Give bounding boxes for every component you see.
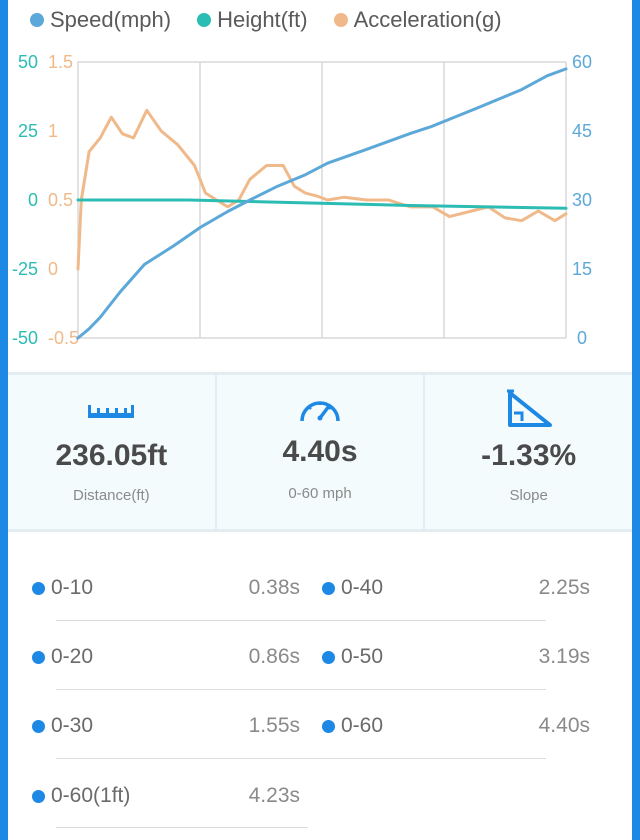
acceleration-axis-tick: 0.5 [48,190,73,210]
split-bullet-icon [32,719,45,733]
slope-label: Slope [509,487,548,504]
split-0-30: 0-30 1.55s [32,706,300,746]
split-0-10: 0-10 0.38s [32,568,300,608]
legend-height-label: Height(ft) [217,7,308,32]
divider [56,827,308,828]
chart-legend: Speed(mph) Height(ft) Acceleration(g) [30,6,528,34]
legend-acceleration[interactable]: Acceleration(g) [333,7,502,33]
split-name: 0-60 [341,714,384,737]
slope-icon [506,389,552,427]
height-axis-tick: -25 [12,259,38,279]
distance-label: Distance(ft) [72,487,150,504]
stat-distance: 236.05ft Distance(ft) [8,375,217,529]
legend-speed-dot [30,13,44,27]
zero-to-sixty-value: 4.40s [282,435,358,468]
height-axis-tick: 0 [28,190,38,210]
performance-chart: 50 25 0 -25 -50 1.5 1 0.5 0 -0.5 60 45 30 15 0 [12,52,592,348]
acceleration-axis-tick: 1.5 [48,52,73,72]
divider [56,758,546,759]
split-name: 0-60(1ft) [51,784,131,807]
split-0-40: 0-40 2.25s [322,568,590,608]
speed-axis-tick: 60 [572,52,592,72]
acceleration-axis-tick: 0 [48,259,58,279]
speed-axis-tick: 30 [572,190,592,210]
speed-axis-tick: 0 [577,328,587,348]
legend-acceleration-label: Acceleration(g) [353,7,502,32]
split-0-20: 0-20 0.86s [32,637,300,677]
divider [56,620,546,621]
split-name: 0-30 [51,714,94,737]
series-line-speed-mph [76,67,568,340]
ruler-icon [88,405,135,418]
split-bullet-icon [322,650,335,664]
stats-panel: 236.05ft Distance(ft) 4.40s 0-60 mph -1.… [8,372,632,532]
split-time: 0.86s [248,645,300,668]
split-0-60-1ft: 0-60(1ft) 4.23s [32,776,300,816]
stat-zero-to-sixty: 4.40s 0-60 mph [217,375,426,529]
series-line-acceleration-g [76,108,568,271]
split-bullet-icon [32,650,45,664]
split-time: 3.19s [538,645,590,668]
height-axis-tick: 25 [18,121,38,141]
stat-slope: -1.33% Slope [425,375,632,529]
split-time: 2.25s [538,576,590,599]
legend-height-dot [197,13,212,27]
split-bullet-icon [32,581,45,595]
height-axis-tick: -50 [12,328,38,348]
divider [56,689,546,690]
split-time: 0.38s [248,576,300,599]
zero-to-sixty-label: 0-60 mph [288,485,352,502]
speedometer-icon [300,401,340,422]
right-edge-bar [632,0,640,840]
split-0-60: 0-60 4.40s [322,706,590,746]
slope-value: -1.33% [481,439,577,472]
legend-acceleration-dot [333,13,348,27]
split-0-50: 0-50 3.19s [322,637,590,677]
split-name: 0-40 [341,576,384,599]
split-bullet-icon [32,789,45,803]
series-line-height-ft [76,198,568,210]
split-name: 0-20 [51,645,94,668]
speed-axis-tick: 45 [572,121,592,141]
acceleration-axis-tick: 1 [48,121,58,141]
split-bullet-icon [322,719,335,733]
legend-speed-label: Speed(mph) [50,7,172,32]
split-time: 4.23s [248,784,300,807]
split-time: 1.55s [248,714,300,737]
left-edge-bar [0,0,8,840]
speed-axis-tick: 15 [572,259,592,279]
legend-height[interactable]: Height(ft) [197,7,308,33]
split-name: 0-50 [341,645,384,668]
split-time: 4.40s [538,714,590,737]
distance-value: 236.05ft [55,439,168,472]
split-name: 0-10 [51,576,94,599]
acceleration-axis-tick: -0.5 [48,328,79,348]
height-axis-tick: 50 [18,52,38,72]
legend-speed[interactable]: Speed(mph) [30,7,171,33]
split-bullet-icon [322,581,335,595]
